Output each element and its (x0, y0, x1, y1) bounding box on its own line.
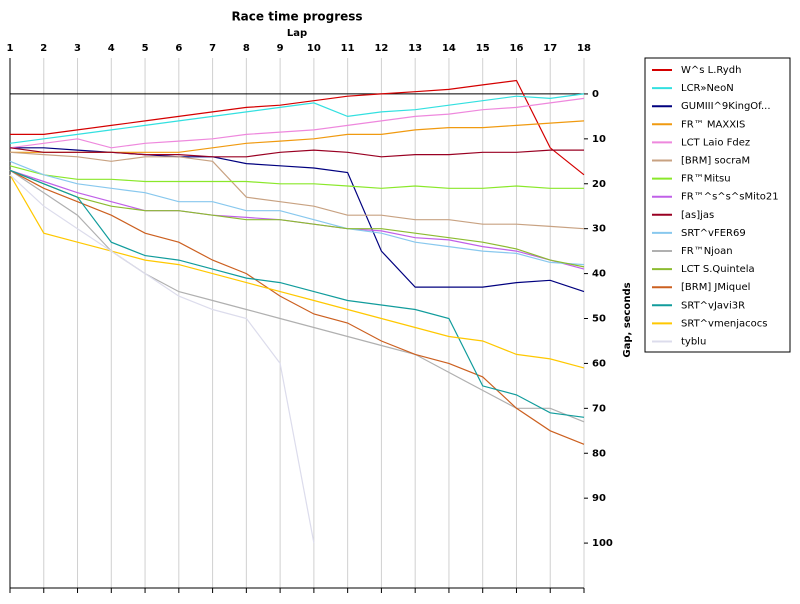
series-line (9, 169, 585, 445)
y-tick-label: 20 (592, 179, 606, 190)
x-tick-label: 3 (74, 43, 81, 54)
legend-label: FR™ MAXXIS (681, 119, 745, 130)
legend-label: [as]jas (681, 210, 714, 221)
series-line (10, 79, 585, 176)
series-line (9, 93, 585, 144)
x-tick-label: 5 (142, 43, 149, 54)
y-tick-label: 30 (592, 224, 606, 235)
x-tick-label: 10 (307, 43, 321, 54)
legend-label: FR™^s^s^sMito21 (681, 192, 779, 203)
series-line (9, 169, 585, 423)
x-tick-label: 12 (374, 43, 388, 54)
x-axis-label: Lap (287, 28, 307, 39)
legend-label: GUMIII^9KingOf... (681, 101, 771, 112)
legend-label: [BRM] socraM (681, 156, 750, 167)
y-tick-label: 60 (592, 358, 606, 369)
y-tick-label: 50 (592, 314, 606, 325)
y-tick-label: 100 (592, 538, 613, 549)
legend-label: SRT^vFER69 (681, 228, 746, 239)
series-line (9, 151, 585, 230)
legend-label: LCR»NeoN (681, 83, 734, 94)
chart-title: Race time progress (231, 10, 362, 24)
x-tick-label: 7 (209, 43, 216, 54)
x-tick-label: 9 (277, 43, 284, 54)
x-tick-label: 13 (408, 43, 422, 54)
series-line (9, 174, 585, 369)
legend-label: LCT Laio Fdez (681, 137, 750, 148)
series-line (9, 160, 585, 266)
x-tick-label: 18 (577, 43, 591, 54)
series-line (9, 169, 585, 268)
series-line (9, 174, 315, 544)
legend-label: SRT^vJavi3R (681, 300, 745, 311)
y-axis-label: Gap, seconds (622, 282, 633, 357)
series-line (9, 147, 584, 158)
x-tick-label: 1 (7, 43, 14, 54)
x-tick-label: 4 (108, 43, 115, 54)
x-tick-label: 11 (341, 43, 355, 54)
legend-label: [BRM] JMiquel (681, 282, 750, 293)
series-line (9, 165, 584, 189)
y-tick-label: 80 (592, 448, 606, 459)
x-tick-label: 6 (175, 43, 182, 54)
legend-label: SRT^vmenjacocs (681, 318, 767, 329)
y-tick-label: 70 (592, 403, 606, 414)
x-tick-label: 15 (476, 43, 490, 54)
x-tick-label: 8 (243, 43, 250, 54)
y-tick-label: 0 (592, 89, 599, 100)
y-tick-label: 10 (592, 134, 606, 145)
x-tick-label: 14 (442, 43, 456, 54)
legend-label: tyblu (681, 337, 706, 348)
x-tick-label: 2 (40, 43, 47, 54)
legend-label: FR™Mitsu (681, 174, 731, 185)
x-tick-label: 17 (543, 43, 557, 54)
legend-label: W^s L.Rydh (681, 65, 741, 76)
legend-label: FR™Njoan (681, 246, 733, 257)
y-tick-label: 90 (592, 493, 606, 504)
legend-label: LCT S.Quintela (681, 264, 755, 275)
x-tick-label: 16 (510, 43, 524, 54)
series-line (9, 169, 585, 418)
y-tick-label: 40 (592, 269, 606, 280)
series-line (9, 97, 585, 149)
